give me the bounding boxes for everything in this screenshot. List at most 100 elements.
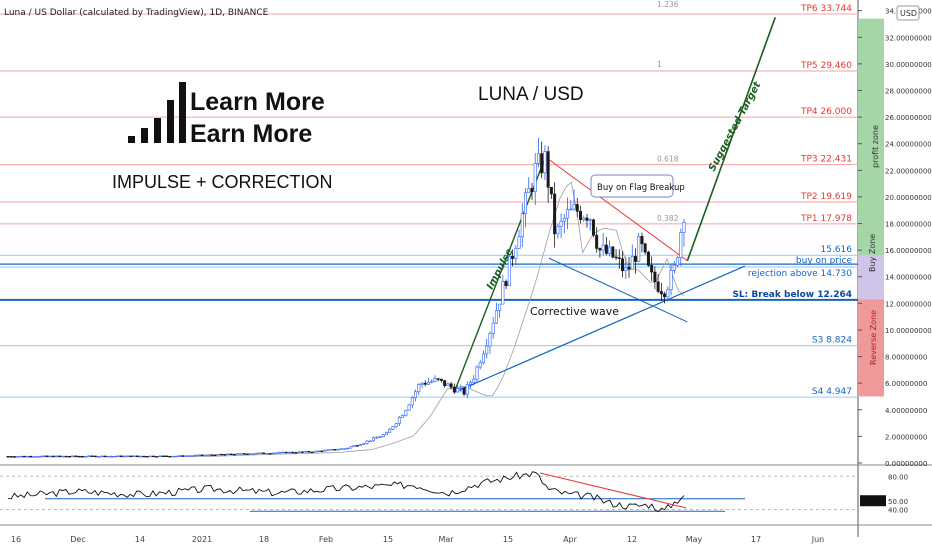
candles-layer <box>6 137 686 458</box>
candle-body <box>362 443 366 445</box>
candle-body <box>126 455 130 457</box>
y-tick-label: 32.00000000 <box>885 34 932 42</box>
candle-body <box>187 455 191 457</box>
candle-body <box>346 447 350 450</box>
level-label: TP6 33.744 <box>800 4 852 14</box>
rsi-layer <box>0 471 858 513</box>
corrective-wave-label: Corrective wave <box>530 305 619 318</box>
flag-upper-line <box>545 156 688 262</box>
x-tick-label: 15 <box>383 535 393 544</box>
candle-body <box>485 345 489 355</box>
currency-badge-box <box>896 5 920 21</box>
candle-body <box>255 452 259 455</box>
candle-body <box>274 452 278 454</box>
candle-body <box>6 456 10 458</box>
candle-body <box>546 151 550 188</box>
candle-body <box>653 271 657 283</box>
level-label: TP1 17.978 <box>800 214 852 224</box>
zones-layer <box>858 18 884 397</box>
candle-body <box>417 384 421 393</box>
candle-body <box>242 453 246 455</box>
x-tick-label: Mar <box>438 535 454 544</box>
rsi-tick-label: 80.00 <box>888 473 908 481</box>
candle-body <box>650 265 654 273</box>
candle-body <box>591 219 595 236</box>
candle-body <box>326 449 330 451</box>
candle-body <box>501 281 505 305</box>
candle-body <box>236 453 240 455</box>
candle-body <box>443 380 447 386</box>
candle-body <box>177 455 181 457</box>
candle-body <box>339 448 343 450</box>
candle-body <box>543 151 547 174</box>
rsi-tick-label: 50.00 <box>888 498 908 506</box>
y-tick-label: 6.00000000 <box>885 380 927 388</box>
y-tick-label: 8.00000000 <box>885 354 927 362</box>
y-tick-label: 26.00000000 <box>885 114 932 122</box>
candle-body <box>514 248 518 259</box>
candle-body <box>469 382 473 385</box>
pair-label: LUNA / USD <box>478 84 584 105</box>
level-label: 15.616 <box>821 245 853 255</box>
candle-body <box>397 417 401 424</box>
y-tick-label: 10.00000000 <box>885 327 932 335</box>
candle-body <box>132 455 136 457</box>
candle-body <box>446 383 450 386</box>
level-label: TP3 22.431 <box>800 155 852 165</box>
currency-badge-text: USD <box>900 9 917 18</box>
candle-body <box>524 192 528 214</box>
y-tick-label: 16.00000000 <box>885 247 932 255</box>
level-label: TP5 29.460 <box>800 61 852 71</box>
candle-body <box>197 454 201 456</box>
candle-body <box>481 353 485 364</box>
level-label: SL: Break below 12.264 <box>732 290 852 300</box>
candle-body <box>239 453 243 455</box>
x-tick-label: 18 <box>259 535 269 544</box>
candle-body <box>116 455 120 457</box>
candle-body <box>533 162 537 192</box>
candle-body <box>384 432 388 436</box>
candle-body <box>181 455 185 457</box>
candle-body <box>401 415 405 418</box>
candle-body <box>452 386 456 393</box>
candle-body <box>119 455 123 457</box>
candle-body <box>93 455 97 458</box>
candle-body <box>216 453 220 456</box>
candle-body <box>32 456 36 458</box>
logo-bar-1 <box>128 136 135 143</box>
candle-body <box>349 446 353 449</box>
candle-body <box>223 454 227 456</box>
candle-body <box>135 455 139 457</box>
y-tick-label: 14.00000000 <box>885 274 932 282</box>
candle-body <box>84 456 88 458</box>
candle-body <box>423 382 427 385</box>
candle-body <box>35 456 39 458</box>
candle-body <box>582 217 586 220</box>
candle-body <box>585 217 589 221</box>
candle-body <box>475 366 479 380</box>
candle-body <box>498 303 502 311</box>
candle-body <box>643 243 647 253</box>
candle-body <box>249 453 253 455</box>
y-tick-label: 20.00000000 <box>885 194 932 202</box>
candle-body <box>329 449 333 451</box>
flag-lower-line <box>548 257 688 323</box>
candle-body <box>45 455 49 457</box>
level-label: TP4 26.000 <box>800 107 852 117</box>
logo-line-2: Earn More <box>190 120 312 148</box>
candle-body <box>174 455 178 458</box>
candle-body <box>171 455 175 458</box>
candle-body <box>262 452 266 454</box>
candle-body <box>478 362 482 368</box>
candle-body <box>25 455 29 458</box>
buy-zone <box>858 255 884 300</box>
candle-body <box>190 455 194 457</box>
candle-body <box>420 382 424 385</box>
y-tick-label: 24.00000000 <box>885 141 932 149</box>
currency-badge[interactable]: USD <box>896 5 920 21</box>
long-support-trendline <box>453 265 746 394</box>
levels-layer: 1.236 1 0.618 0.382 TP6 33.744 TP5 29.460 TP4 … <box>0 0 858 398</box>
candle-body <box>491 322 495 334</box>
level-label: buy on price <box>796 256 853 266</box>
